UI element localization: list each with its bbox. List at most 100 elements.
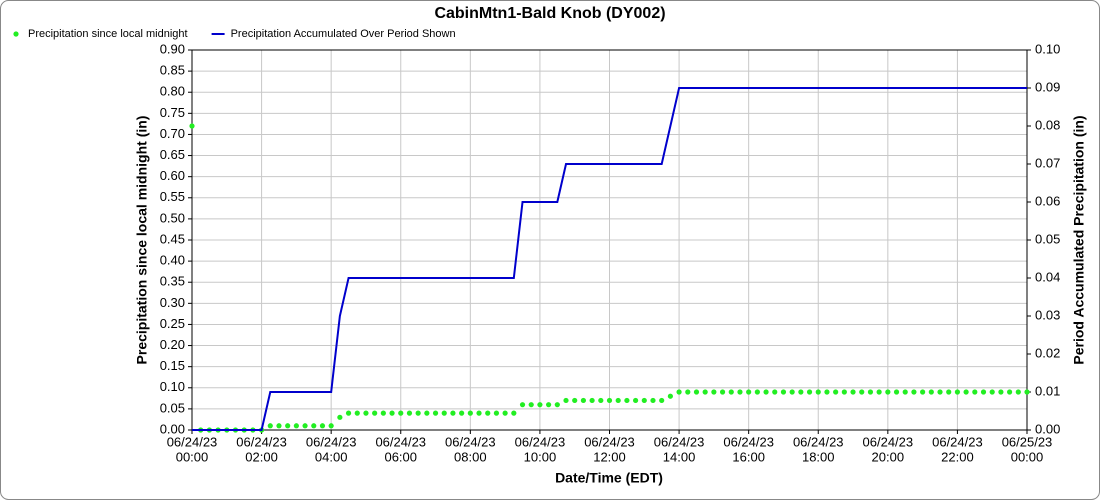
y-tick-label: 0.45 <box>160 231 185 246</box>
series-point <box>432 410 439 416</box>
series-point <box>450 410 456 416</box>
legend-label: Precipitation Accumulated Over Period Sh… <box>231 28 456 40</box>
series-point <box>380 410 386 416</box>
y-tick-label: 0.85 <box>160 63 185 78</box>
x-tick-label: 04:00 <box>315 449 348 464</box>
y2-tick-label: 0.03 <box>1035 307 1060 322</box>
x-tick-label: 06:00 <box>384 449 417 464</box>
y-tick-label: 0.50 <box>160 210 185 225</box>
x-tick-label: 00:00 <box>1011 449 1044 464</box>
y2-tick-label: 0.00 <box>1035 421 1060 436</box>
series-point <box>502 410 508 416</box>
x-tick-label: 08:00 <box>454 449 487 464</box>
series-point <box>302 423 308 429</box>
series-point <box>980 389 987 395</box>
series-point <box>1007 389 1013 395</box>
y-tick-label: 0.60 <box>160 168 185 183</box>
series-point <box>850 389 856 395</box>
x-tick-label: 10:00 <box>524 449 557 464</box>
y2-tick-label: 0.02 <box>1035 345 1060 360</box>
x-tick-label: 06/24/23 <box>654 434 705 449</box>
series-point <box>511 410 517 416</box>
y-tick-label: 0.40 <box>160 253 185 268</box>
series-point <box>833 389 839 395</box>
x-tick-label: 06/24/23 <box>932 434 983 449</box>
series-point <box>189 123 195 129</box>
y2-tick-label: 0.09 <box>1035 79 1060 94</box>
x-tick-label: 06/25/23 <box>1002 434 1053 449</box>
series-point <box>702 389 708 395</box>
series-point <box>667 393 673 399</box>
series-point <box>485 410 491 416</box>
y2-tick-label: 0.01 <box>1035 383 1060 398</box>
x-tick-label: 06/24/23 <box>723 434 774 449</box>
series-point <box>389 410 395 416</box>
series-point <box>276 423 282 429</box>
y-tick-label: 0.80 <box>160 84 185 99</box>
series-point <box>789 389 795 395</box>
y2-axis-title: Period Accumulated Precipitation (in) <box>1071 115 1087 364</box>
y-tick-label: 0.05 <box>160 400 185 415</box>
y2-tick-label: 0.04 <box>1035 269 1060 284</box>
y-tick-label: 0.90 <box>160 41 185 56</box>
y-tick-label: 0.20 <box>160 337 185 352</box>
series-point <box>441 410 447 416</box>
series-point <box>563 397 569 404</box>
x-tick-label: 20:00 <box>872 449 905 464</box>
y2-tick-label: 0.07 <box>1035 155 1060 170</box>
series-point <box>554 402 560 408</box>
series-point <box>406 410 413 416</box>
series-point <box>928 389 934 395</box>
y-tick-label: 0.35 <box>160 274 185 289</box>
series-point <box>754 389 760 395</box>
series-point <box>737 389 743 395</box>
series-point <box>1024 389 1030 395</box>
series-point <box>285 423 291 429</box>
series-point <box>1015 389 1021 395</box>
x-tick-label: 14:00 <box>663 449 696 464</box>
series-point <box>372 410 378 416</box>
x-tick-label: 06/24/23 <box>584 434 635 449</box>
x-tick-label: 06/24/23 <box>515 434 566 449</box>
series-point <box>911 389 917 395</box>
series-point <box>963 389 969 395</box>
y-tick-label: 0.25 <box>160 316 185 331</box>
x-tick-label: 22:00 <box>941 449 974 464</box>
x-tick-label: 06/24/23 <box>236 434 287 449</box>
y-tick-label: 0.30 <box>160 295 185 310</box>
series-point <box>876 389 882 395</box>
series-point <box>476 410 482 416</box>
series-point <box>598 397 604 404</box>
series-point <box>398 410 404 416</box>
series-point <box>267 423 273 429</box>
series-point <box>780 389 787 395</box>
series-point <box>580 397 587 404</box>
series-point <box>493 410 500 416</box>
series-point <box>363 410 369 416</box>
y2-tick-label: 0.10 <box>1035 41 1060 56</box>
series-point <box>467 410 473 416</box>
series-point <box>728 389 734 395</box>
series-point <box>632 397 639 404</box>
x-tick-label: 06/24/23 <box>445 434 496 449</box>
legend-swatch <box>13 31 19 37</box>
series-point <box>676 389 682 395</box>
y-tick-label: 0.10 <box>160 379 185 394</box>
series-point <box>946 389 952 395</box>
series-point <box>998 389 1004 395</box>
y-axis-title: Precipitation since local midnight (in) <box>134 116 150 365</box>
x-tick-label: 00:00 <box>176 449 209 464</box>
series-point <box>815 389 821 395</box>
y2-tick-label: 0.08 <box>1035 117 1060 132</box>
series-point <box>937 389 943 395</box>
series-point <box>624 397 630 404</box>
series-point <box>989 389 995 395</box>
x-tick-label: 16:00 <box>732 449 765 464</box>
series-point <box>806 389 813 395</box>
series-line <box>192 87 1027 431</box>
series-point <box>885 389 891 395</box>
y-tick-label: 0.00 <box>160 421 185 436</box>
series-point <box>589 397 595 404</box>
series-point <box>615 397 621 404</box>
series-point <box>920 389 926 395</box>
